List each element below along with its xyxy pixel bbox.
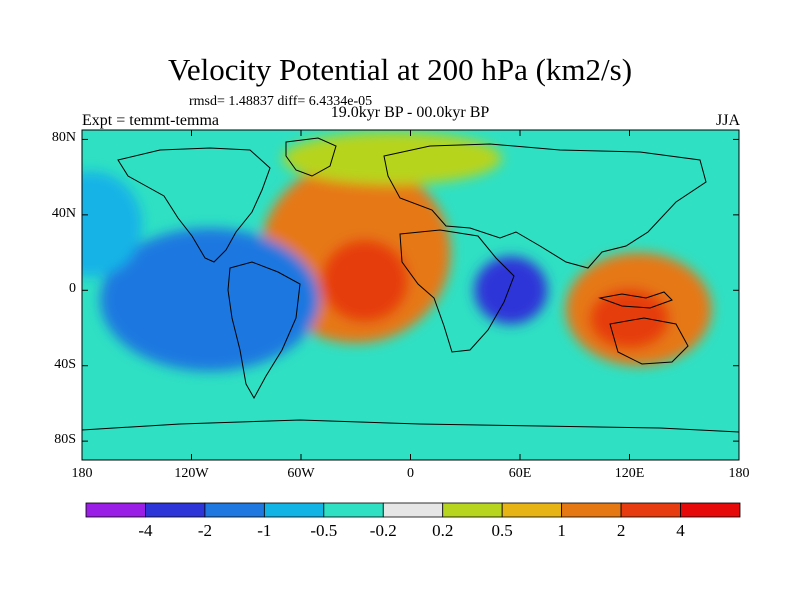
north-america-coast <box>117 147 271 263</box>
lon-tick-label: 120E <box>614 466 645 481</box>
colorbar-label: -4 <box>138 521 153 540</box>
colorbar-label: -1 <box>257 521 272 540</box>
lon-tick-label: 180 <box>71 466 93 481</box>
lon-tick-label: 180 <box>728 466 750 481</box>
experiment-label: Expt = temmt-temma <box>82 112 219 129</box>
lon-tick-label: 60E <box>508 466 532 481</box>
lat-tick-label: 80N <box>51 130 76 146</box>
axis-ticks <box>81 130 740 460</box>
lat-tick-label: 0 <box>69 281 76 297</box>
colorbar-label: 0.5 <box>491 521 513 540</box>
field-n-atlantic-core <box>321 239 409 323</box>
africa-coast <box>399 229 515 353</box>
colorbar-label: 4 <box>676 521 685 540</box>
colorbar-label: 1 <box>557 521 566 540</box>
colorbar-swatch <box>382 502 444 518</box>
field-e-pacific-outer <box>100 228 320 372</box>
colorbar-swatch <box>85 502 146 518</box>
coastlines <box>82 137 739 433</box>
page-title: Velocity Potential at 200 hPa (km2/s) <box>167 52 633 87</box>
europe-asia-coast <box>383 143 707 269</box>
colorbar <box>85 502 741 518</box>
field-arctic-weak-positive <box>282 131 502 185</box>
lat-tick-label: 40S <box>54 356 76 372</box>
colorbar-swatch <box>263 502 325 518</box>
field-n-pacific-weak <box>82 171 143 278</box>
field-indian-ocean-trough <box>474 256 548 325</box>
colorbar-swatch <box>145 502 206 518</box>
lat-tick-label: 80S <box>54 432 76 448</box>
lat-tick-label: 40N <box>51 205 76 221</box>
stats-line: rmsd= 1.48837 diff= 6.4334e-05 <box>189 94 373 109</box>
lon-tick-label: 0 <box>407 466 414 481</box>
antarctica-coast <box>82 419 739 433</box>
colorbar-label: -0.5 <box>310 521 338 540</box>
contour-field <box>82 130 739 460</box>
greenland-coast <box>285 137 337 177</box>
period-label: 19.0kyr BP - 00.0kyr BP <box>330 104 490 121</box>
colorbar-swatch <box>442 502 503 518</box>
colorbar-label: 0.2 <box>432 521 454 540</box>
colorbar-swatch <box>501 502 563 518</box>
south-america-coast <box>227 261 301 400</box>
colorbar-swatch <box>620 502 681 518</box>
colorbar-swatch <box>323 502 384 518</box>
colorbar-swatch <box>204 502 265 518</box>
lon-tick-label: 120W <box>174 466 209 481</box>
lon-tick-label: 60W <box>287 466 315 481</box>
colorbar-swatch <box>680 502 741 518</box>
season-label: JJA <box>715 112 740 129</box>
colorbar-label: -2 <box>197 521 212 540</box>
colorbar-swatch <box>561 502 622 518</box>
colorbar-label: -0.2 <box>369 521 397 540</box>
australia-coast <box>609 317 689 365</box>
field-w-pacific-core <box>589 288 670 349</box>
indonesia-coast <box>598 291 673 309</box>
colorbar-label: 2 <box>616 521 626 540</box>
